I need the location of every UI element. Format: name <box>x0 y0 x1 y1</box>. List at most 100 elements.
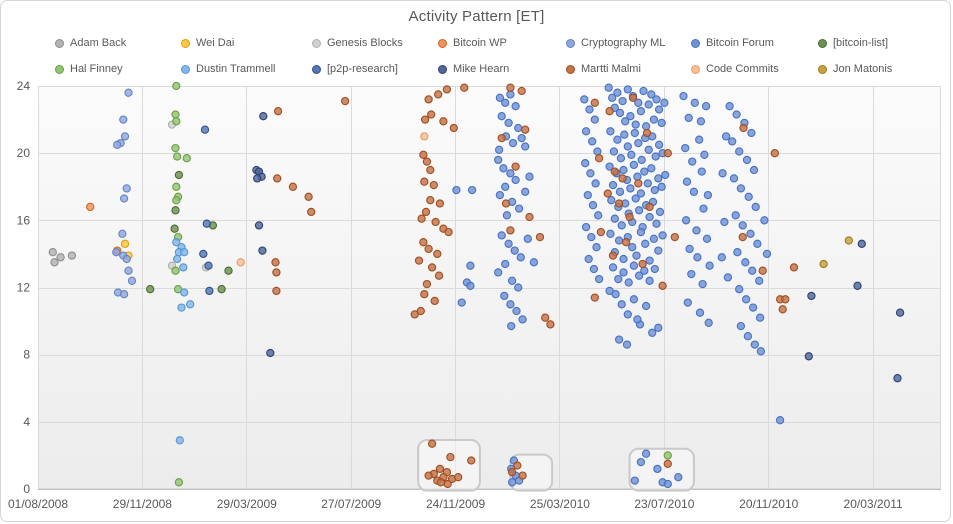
data-point[interactable] <box>606 229 615 238</box>
data-point[interactable] <box>655 207 665 217</box>
data-point[interactable] <box>521 187 530 196</box>
data-point[interactable] <box>430 296 439 306</box>
data-point[interactable] <box>685 244 694 254</box>
data-point[interactable] <box>517 133 526 143</box>
data-point[interactable] <box>124 88 133 97</box>
legend-item-wei-dai[interactable]: Wei Dai <box>181 36 234 50</box>
data-point[interactable] <box>628 243 637 252</box>
data-point[interactable] <box>421 207 431 217</box>
data-point[interactable] <box>695 308 705 317</box>
data-point[interactable] <box>501 98 510 107</box>
data-point[interactable] <box>521 125 530 134</box>
data-point[interactable] <box>521 142 530 151</box>
data-point[interactable] <box>741 295 751 304</box>
data-point[interactable] <box>583 190 592 200</box>
data-point[interactable] <box>703 190 713 200</box>
data-point[interactable] <box>748 266 757 275</box>
data-point[interactable] <box>608 180 618 190</box>
data-point[interactable] <box>679 91 688 101</box>
data-point[interactable] <box>426 196 435 205</box>
data-point[interactable] <box>637 155 646 165</box>
data-point[interactable] <box>650 185 659 195</box>
data-point[interactable] <box>633 315 642 324</box>
legend-item-martti-malmi[interactable]: Martti Malmi <box>566 62 641 76</box>
data-point[interactable] <box>704 318 713 327</box>
data-point[interactable] <box>424 244 433 254</box>
data-point[interactable] <box>628 93 638 102</box>
data-point[interactable] <box>701 102 711 111</box>
data-point[interactable] <box>720 217 729 227</box>
data-point[interactable] <box>419 150 428 159</box>
data-point[interactable] <box>171 143 180 153</box>
data-point[interactable] <box>180 248 189 257</box>
data-point[interactable] <box>623 310 632 319</box>
data-point[interactable] <box>594 154 604 163</box>
data-point[interactable] <box>735 147 744 156</box>
data-point[interactable] <box>272 286 281 296</box>
data-point[interactable] <box>511 102 520 111</box>
data-point[interactable] <box>616 154 626 163</box>
data-point[interactable] <box>439 117 448 126</box>
data-point[interactable] <box>431 217 440 227</box>
data-point[interactable] <box>497 231 506 240</box>
data-point[interactable] <box>643 179 652 188</box>
data-point[interactable] <box>654 323 663 332</box>
data-point[interactable] <box>624 278 633 287</box>
data-point[interactable] <box>661 170 670 180</box>
data-point[interactable] <box>512 306 521 316</box>
data-point[interactable] <box>589 264 599 274</box>
data-point[interactable] <box>615 108 625 118</box>
data-point[interactable] <box>614 199 624 208</box>
data-point[interactable] <box>623 142 632 151</box>
data-point[interactable] <box>631 120 640 129</box>
data-point[interactable] <box>507 468 517 477</box>
data-point[interactable] <box>641 449 651 458</box>
data-point[interactable] <box>742 155 752 165</box>
data-point[interactable] <box>651 152 660 161</box>
data-point[interactable] <box>751 202 760 212</box>
data-point[interactable] <box>608 93 617 102</box>
data-point[interactable] <box>652 219 661 228</box>
data-point[interactable] <box>442 85 452 94</box>
data-point[interactable] <box>696 117 706 126</box>
data-point[interactable] <box>629 160 639 170</box>
data-point[interactable] <box>625 212 634 222</box>
data-point[interactable] <box>645 212 654 222</box>
data-point[interactable] <box>254 221 264 230</box>
data-point[interactable] <box>502 211 512 220</box>
data-point[interactable] <box>695 135 704 144</box>
data-point[interactable] <box>639 86 648 96</box>
data-point[interactable] <box>506 226 515 235</box>
data-point[interactable] <box>605 162 614 171</box>
data-point[interactable] <box>807 291 816 301</box>
data-point[interactable] <box>613 88 622 97</box>
data-point[interactable] <box>307 207 316 217</box>
data-point[interactable] <box>272 268 281 277</box>
legend-item-hal-finney[interactable]: Hal Finney <box>55 62 123 76</box>
data-point[interactable] <box>119 115 128 124</box>
data-point[interactable] <box>634 179 643 188</box>
data-point[interactable] <box>644 100 653 109</box>
data-point[interactable] <box>682 177 692 186</box>
data-point[interactable] <box>755 276 764 285</box>
data-point[interactable] <box>725 102 734 111</box>
data-point[interactable] <box>50 258 59 267</box>
data-point[interactable] <box>205 286 214 296</box>
data-point[interactable] <box>443 479 452 489</box>
data-point[interactable] <box>466 281 475 290</box>
data-point[interactable] <box>755 313 765 322</box>
data-point[interactable] <box>746 229 755 238</box>
data-point[interactable] <box>630 476 639 485</box>
data-point[interactable] <box>86 202 95 212</box>
data-point[interactable] <box>590 115 599 124</box>
legend-item-bitcoin-wp[interactable]: Bitcoin WP <box>438 36 507 50</box>
data-point[interactable] <box>494 268 503 277</box>
data-point[interactable] <box>670 232 679 242</box>
data-point[interactable] <box>434 90 443 99</box>
data-point[interactable] <box>636 189 646 198</box>
data-point[interactable] <box>748 303 758 312</box>
data-point[interactable] <box>525 212 534 222</box>
data-point[interactable] <box>590 293 599 302</box>
data-point[interactable] <box>127 276 137 285</box>
data-point[interactable] <box>641 122 651 131</box>
